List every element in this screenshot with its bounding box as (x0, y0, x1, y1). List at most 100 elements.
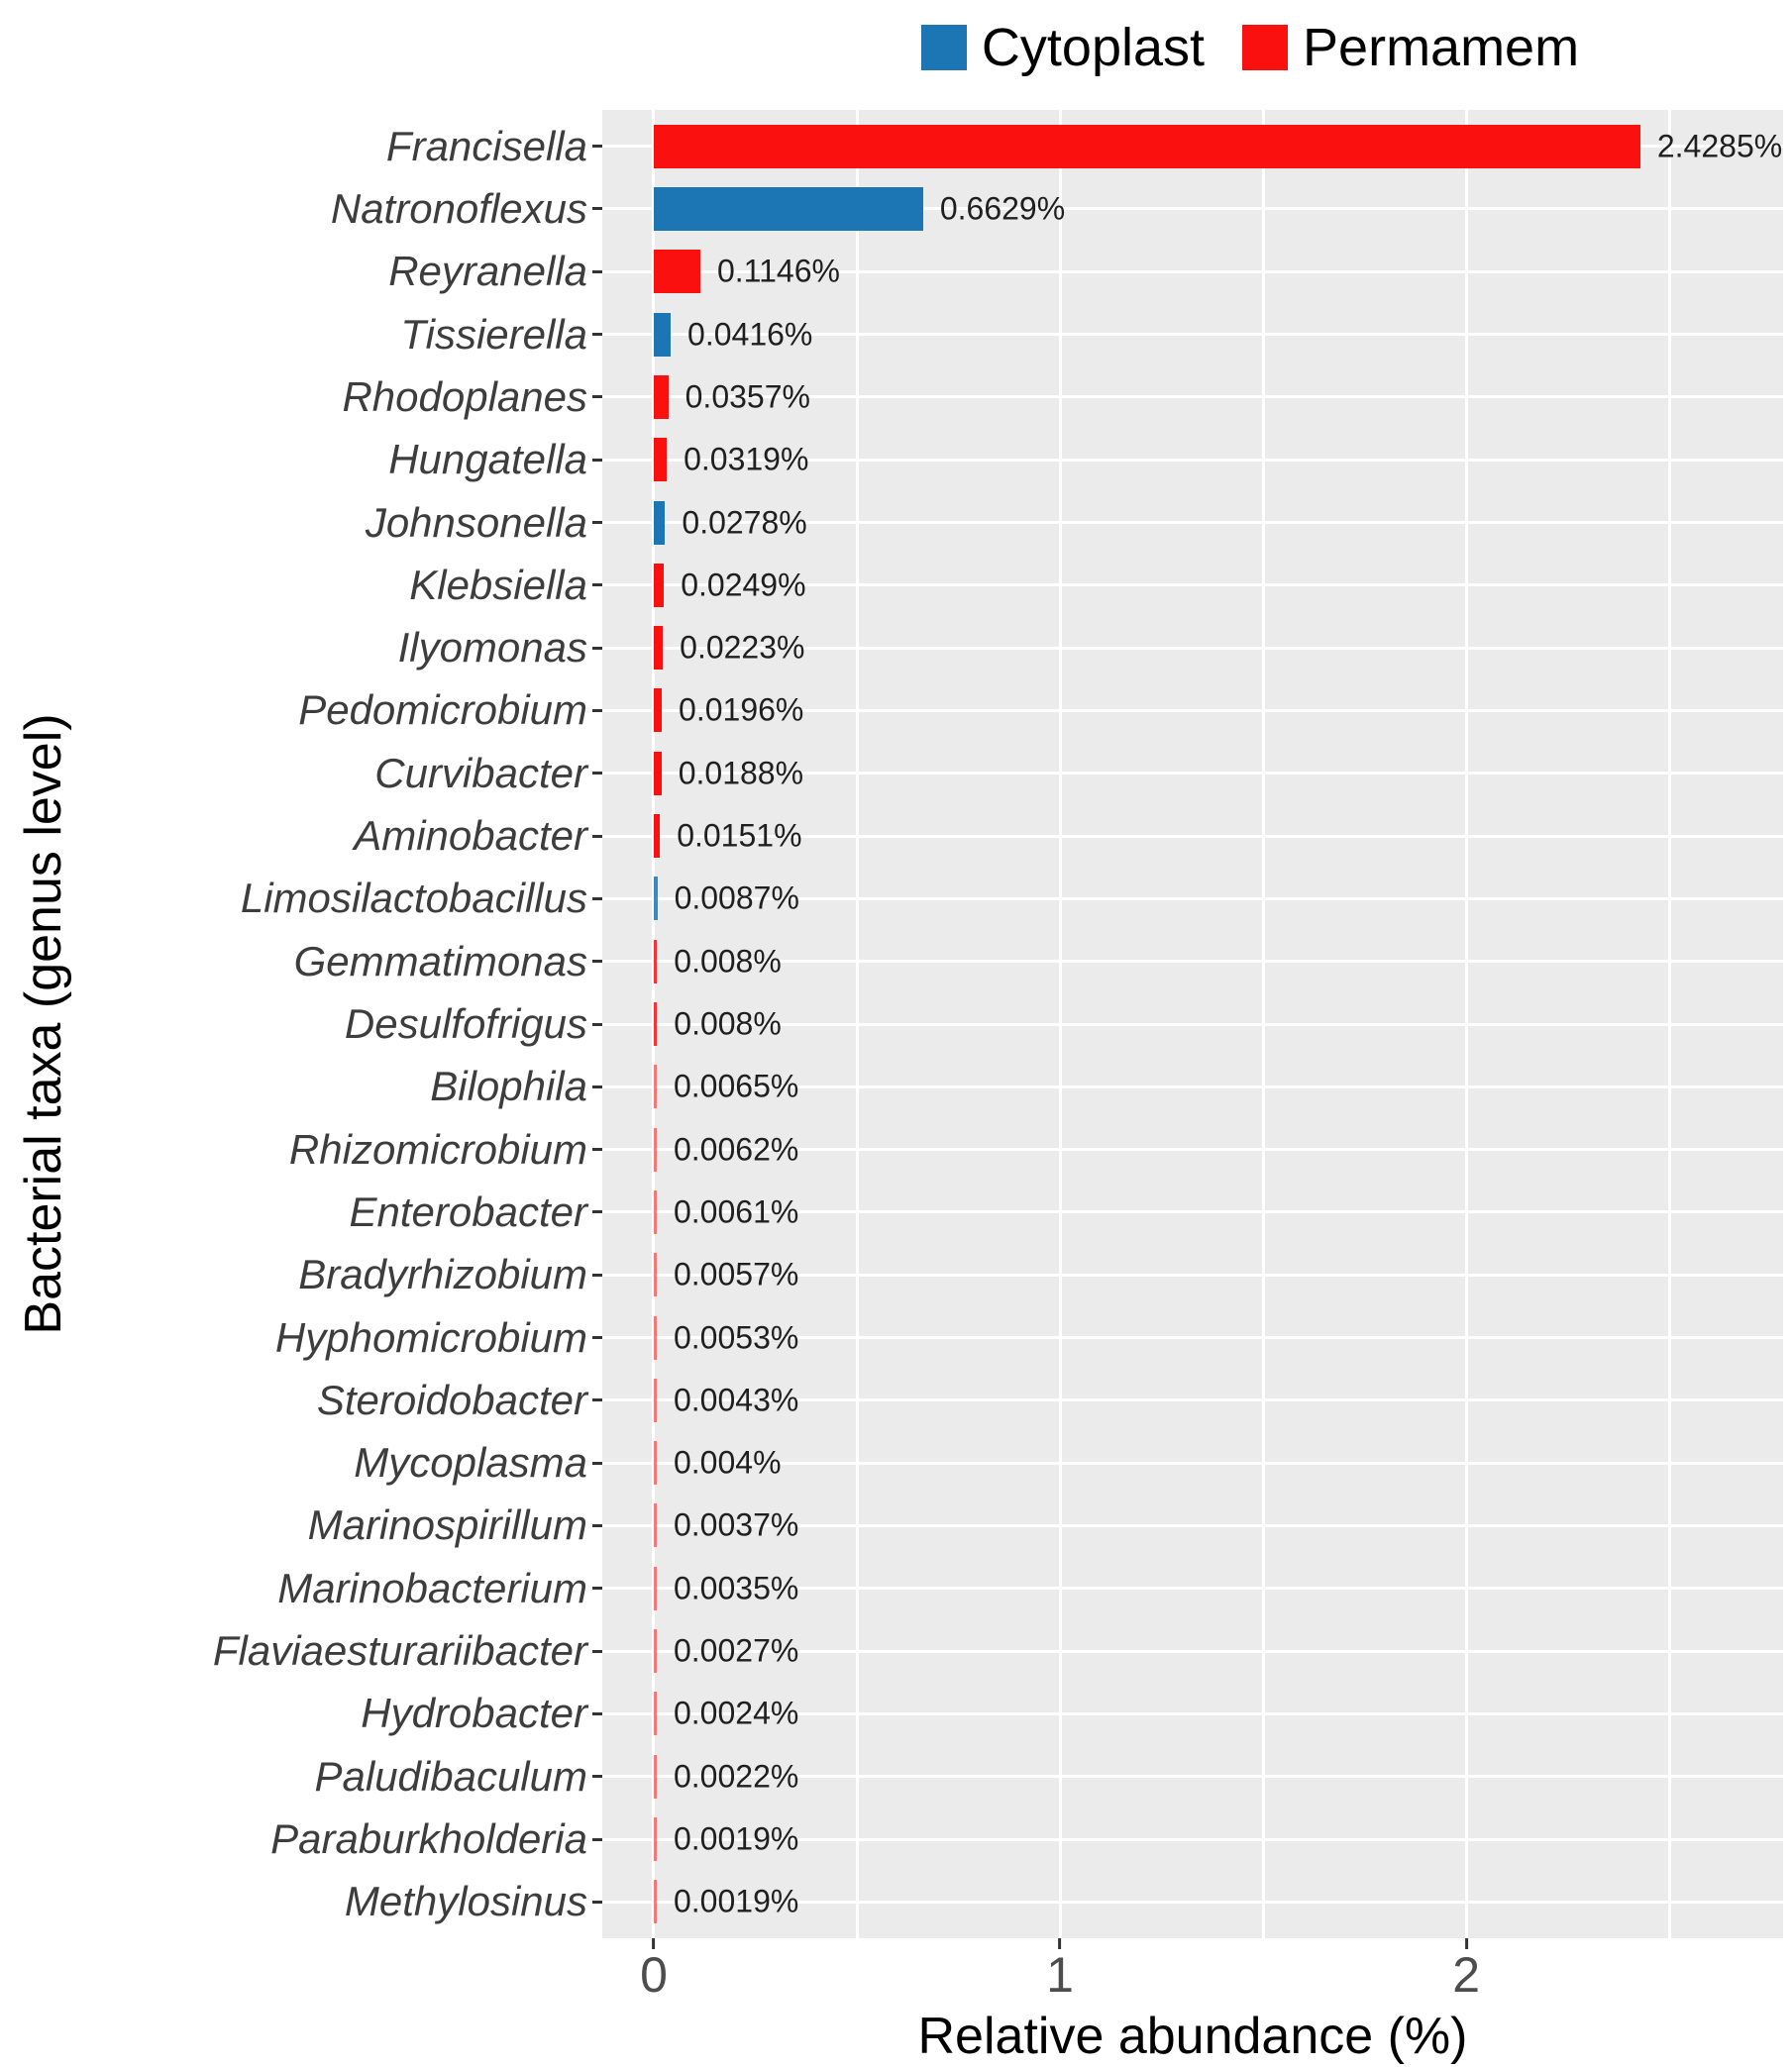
bar-value-label: 0.008% (674, 1005, 782, 1042)
y-tick-paraburkholderia: Paraburkholderia (0, 1818, 602, 1860)
bar-value-label: 0.0278% (682, 504, 807, 541)
y-tick-mark (592, 1837, 602, 1841)
y-tick-mark (592, 1523, 602, 1527)
x-tick-2: 2 (1452, 1938, 1480, 2002)
y-tick-mark (592, 1711, 602, 1715)
bar-ilyomonas (653, 626, 664, 671)
bar-desulfofrigus (653, 1002, 658, 1046)
horizontal-gridline (602, 1273, 1783, 1277)
y-tick-mark (592, 960, 602, 964)
y-tick-mark (592, 1210, 602, 1214)
bar-flaviaesturariibacter (653, 1629, 657, 1674)
horizontal-gridline (602, 1210, 1783, 1214)
legend-label: Cytoplast (981, 18, 1206, 77)
y-tick-mark (592, 772, 602, 775)
bar-marinospirillum (653, 1503, 657, 1548)
y-tick-mycoplasma: Mycoplasma (0, 1442, 602, 1484)
y-tick-enterobacter: Enterobacter (0, 1188, 602, 1235)
x-axis: 0 1 2 (602, 1938, 1783, 2008)
bar-value-label: 2.4285% (1656, 128, 1783, 164)
horizontal-gridline (602, 583, 1783, 587)
y-tick-limosilactobacillus: Limosilactobacillus (0, 878, 602, 919)
y-tick-marinospirillum: Marinospirillum (0, 1504, 602, 1546)
y-tick-pedomicrobium: Pedomicrobium (0, 689, 602, 731)
bar-tissierella (653, 312, 672, 357)
bar-aminobacter (653, 814, 661, 859)
y-tick-mark (592, 834, 602, 838)
x-tick-mark (1464, 1938, 1468, 1949)
y-tick-hyphomicrobium: Hyphomicrobium (0, 1316, 602, 1359)
bar-limosilactobacillus (653, 877, 658, 921)
y-tick-mark (592, 145, 602, 149)
bar-value-label: 0.0024% (673, 1695, 799, 1731)
y-tick-mark (592, 583, 602, 587)
bar-hungatella (653, 438, 668, 482)
y-tick-mark (592, 896, 602, 900)
y-tick-mark (592, 1273, 602, 1277)
plot-area: 2.4285% 0.6629% 0.1146% 0.0416% 0.0357% 0.031… (602, 110, 1783, 1938)
horizontal-gridline (602, 1775, 1783, 1779)
y-tick-hungatella: Hungatella (0, 439, 602, 480)
bar-value-label: 0.0027% (673, 1632, 799, 1669)
y-tick-mark (592, 395, 602, 399)
bar-value-label: 0.0196% (679, 691, 804, 728)
horizontal-gridline (602, 772, 1783, 775)
bar-value-label: 0.0319% (684, 441, 809, 477)
bar-value-label: 0.0035% (673, 1570, 799, 1606)
bar-value-label: 0.6629% (939, 190, 1066, 227)
bar-natronoflexus (653, 186, 923, 231)
taxon-name: Hungatella (388, 436, 587, 483)
x-axis-title: Relative abundance (%) (917, 2008, 1468, 2065)
y-axis-tick-labels: Francisella Natronoflexus Reyranella Tissie… (0, 110, 602, 1938)
bar-methylosinus (653, 1880, 657, 1924)
bar-value-label: 0.0022% (673, 1758, 799, 1795)
x-tick-0: 0 (640, 1938, 668, 2002)
y-tick-mark (592, 1022, 602, 1026)
horizontal-gridline (602, 1837, 1783, 1841)
y-tick-mark (592, 1461, 602, 1465)
taxon-name: Johnsonella (365, 498, 587, 546)
taxon-name: Steroidobacter (316, 1376, 587, 1423)
horizontal-gridline (602, 1900, 1783, 1904)
horizontal-gridline (602, 1022, 1783, 1026)
horizontal-gridline (602, 1398, 1783, 1402)
horizontal-gridline (602, 1523, 1783, 1527)
x-tick-mark (1058, 1938, 1062, 1949)
bar-value-label: 0.0053% (673, 1319, 799, 1356)
taxon-name: Enterobacter (349, 1188, 587, 1235)
horizontal-gridline (602, 1085, 1783, 1088)
y-tick-marinobacterium: Marinobacterium (0, 1567, 602, 1609)
bar-value-label: 0.0249% (681, 567, 806, 603)
horizontal-gridline (602, 1649, 1783, 1653)
bar-pedomicrobium (653, 688, 663, 733)
x-tick-label: 1 (1046, 1947, 1074, 2003)
bar-value-label: 0.0416% (687, 316, 813, 353)
y-tick-mark (592, 708, 602, 712)
x-tick-label: 0 (640, 1947, 668, 2003)
bar-value-label: 0.0062% (673, 1131, 799, 1168)
bar-hydrobacter (653, 1692, 657, 1736)
legend-swatch-icon (920, 25, 967, 70)
horizontal-gridline (602, 207, 1783, 211)
bar-value-label: 0.0357% (685, 378, 810, 415)
y-tick-mark (592, 1148, 602, 1152)
legend-item-cytoplast: Cytoplast (920, 18, 1206, 77)
horizontal-gridline (602, 1336, 1783, 1340)
y-tick-tissierella: Tissierella (0, 310, 602, 358)
bar-paraburkholderia (653, 1817, 657, 1862)
bar-enterobacter (653, 1189, 657, 1234)
taxon-name: Marinospirillum (307, 1501, 587, 1549)
y-tick-rhodoplanes: Rhodoplanes (0, 372, 602, 420)
horizontal-gridline (602, 1148, 1783, 1152)
y-tick-paludibaculum: Paludibaculum (0, 1755, 602, 1798)
taxon-name: Gemmatimonas (293, 937, 587, 984)
y-tick-mark (592, 646, 602, 650)
horizontal-gridline (602, 1587, 1783, 1591)
taxon-name: Rhodoplanes (342, 372, 587, 420)
taxon-name: Natronoflexus (330, 184, 587, 232)
taxon-name: Tissierella (400, 310, 587, 358)
horizontal-gridline (602, 395, 1783, 399)
y-tick-gemmatimonas: Gemmatimonas (0, 937, 602, 984)
y-tick-mark (592, 1587, 602, 1591)
horizontal-gridline (602, 521, 1783, 525)
